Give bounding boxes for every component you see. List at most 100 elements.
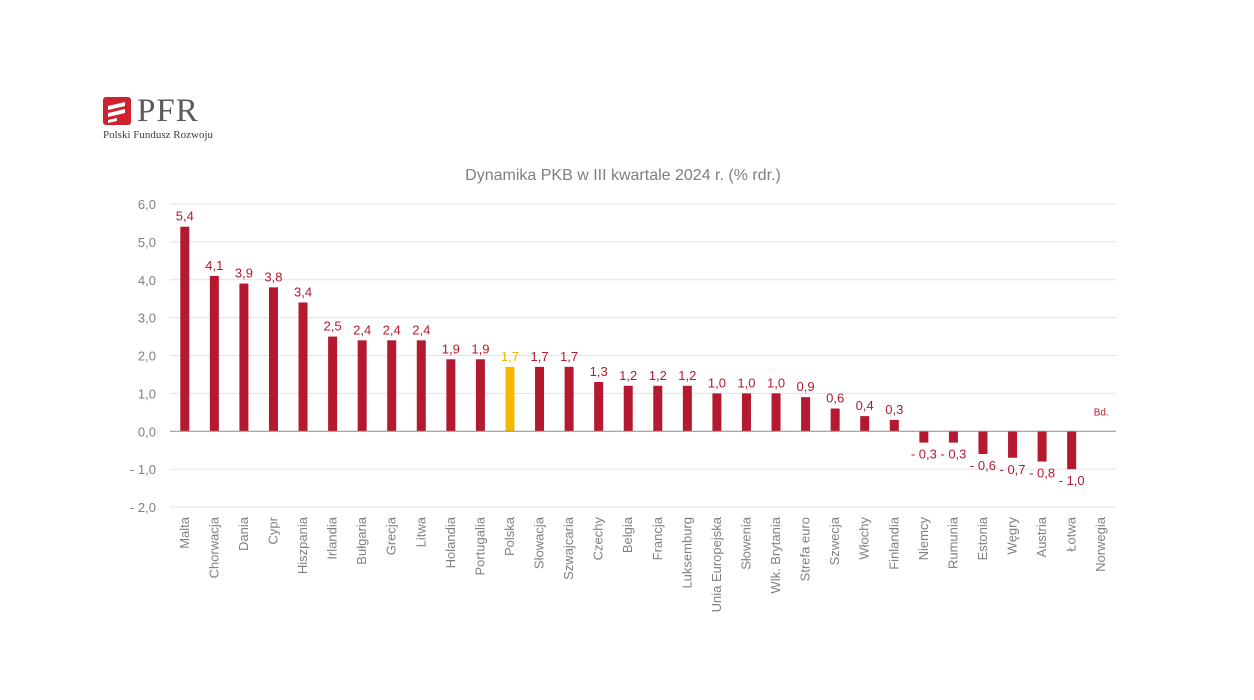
category-label: Luksemburg [679,517,694,589]
bar [505,366,515,432]
category-label: Niemcy [916,517,931,561]
category-label: Dania [236,516,251,551]
category-label: Francja [650,516,665,560]
y-tick-label: 3,0 [138,311,156,326]
category-label: Norwegia [1093,516,1108,572]
category-label: Bułgaria [354,516,369,564]
category-label: Czechy [591,517,606,561]
bar [653,385,663,432]
category-label: Irlandia [325,516,340,559]
data-label: 1,9 [442,341,460,356]
category-label: Belgia [620,516,635,553]
data-label: 1,7 [501,349,519,364]
bar [594,382,604,432]
category-label: Unia Europejska [709,516,724,612]
category-label: Austria [1034,516,1049,557]
y-tick-label: 2,0 [138,349,156,364]
y-tick-label: - 1,0 [130,462,156,477]
data-label: 1,0 [708,375,726,390]
data-label: - 0,3 [940,447,966,462]
bar [239,283,249,432]
category-label: Hiszpania [295,516,310,574]
category-label: Włochy [857,517,872,560]
y-tick-label: 6,0 [138,197,156,212]
category-label: Portugalia [472,516,487,575]
pfr-logo-icon [103,97,131,125]
category-label: Strefa euro [798,517,813,581]
bar [623,385,633,432]
bar [446,359,456,432]
data-label: - 0,3 [911,447,937,462]
data-label: 0,6 [826,391,844,406]
bar [387,340,397,432]
data-label: 0,9 [797,379,815,394]
category-label: Szwecja [827,516,842,565]
data-label: 1,0 [737,375,755,390]
data-label: 1,2 [678,368,696,383]
category-label: Litwa [413,516,428,547]
data-label: 0,3 [885,402,903,417]
bar [1008,431,1018,458]
data-label: 2,4 [412,322,430,337]
bar [741,393,751,432]
category-label: Rumunia [945,516,960,569]
bar [180,226,190,432]
data-label: 1,7 [530,349,548,364]
data-label: 1,9 [471,341,489,356]
category-label: Finlandia [886,516,901,570]
data-label: 1,0 [767,375,785,390]
bar [564,366,574,432]
y-tick-label: 5,0 [138,235,156,250]
data-label: 2,4 [383,322,401,337]
data-label: 0,4 [856,398,874,413]
data-label: 2,5 [324,319,342,334]
data-label: 1,3 [590,364,608,379]
data-label: 1,2 [619,368,637,383]
category-label: Polska [502,516,517,556]
category-label: Grecja [384,516,399,555]
data-label: 3,8 [264,269,282,284]
bar [919,431,929,443]
data-label: 2,4 [353,322,371,337]
bar [357,340,367,432]
bar [978,431,988,454]
data-label: Bd. [1094,407,1109,418]
bar [801,397,811,432]
category-label: Chorwacja [206,516,221,578]
y-tick-label: 0,0 [138,424,156,439]
bars [180,226,1077,470]
pfr-logo: PFR Polski Fundusz Rozwoju [103,93,214,141]
bar [268,287,278,432]
category-label: Szwajcaria [561,516,576,580]
y-tick-label: 4,0 [138,273,156,288]
bar [209,275,219,432]
bar [1037,431,1047,462]
bar [771,393,781,432]
bar [682,385,692,432]
bar [860,416,870,432]
bar [712,393,722,432]
bar [328,336,338,432]
y-tick-label: 1,0 [138,386,156,401]
category-label: Słowacja [532,516,547,569]
data-labels: 5,4 4,1 3,9 3,8 3,4 2,5 2,4 2,4 2,4 1,9 1,9 1,7 1,7 1… [176,209,1109,488]
category-label: Holandia [443,516,458,568]
category-label: Łotwa [1064,516,1079,551]
category-label: Węgry [1005,517,1020,555]
data-label: 5,4 [176,209,194,224]
bar [830,408,840,432]
bar [298,302,308,432]
logo-name: PFR [137,93,199,129]
bar [1067,431,1077,470]
logo-subtitle: Polski Fundusz Rozwoju [103,129,214,141]
data-label: 3,4 [294,284,312,299]
category-label: Malta [177,516,192,549]
bar [475,359,485,432]
category-label: Cypr [265,516,280,544]
data-label: - 0,7 [1000,462,1026,477]
data-label: - 1,0 [1059,473,1085,488]
x-axis: Malta Chorwacja Dania Cypr Hiszpania Irlandia… [170,430,1116,612]
y-axis: 6,0 5,0 4,0 3,0 2,0 1,0 0,0 - 1,0 - 2,0 [130,197,156,515]
data-label: 1,2 [649,368,667,383]
